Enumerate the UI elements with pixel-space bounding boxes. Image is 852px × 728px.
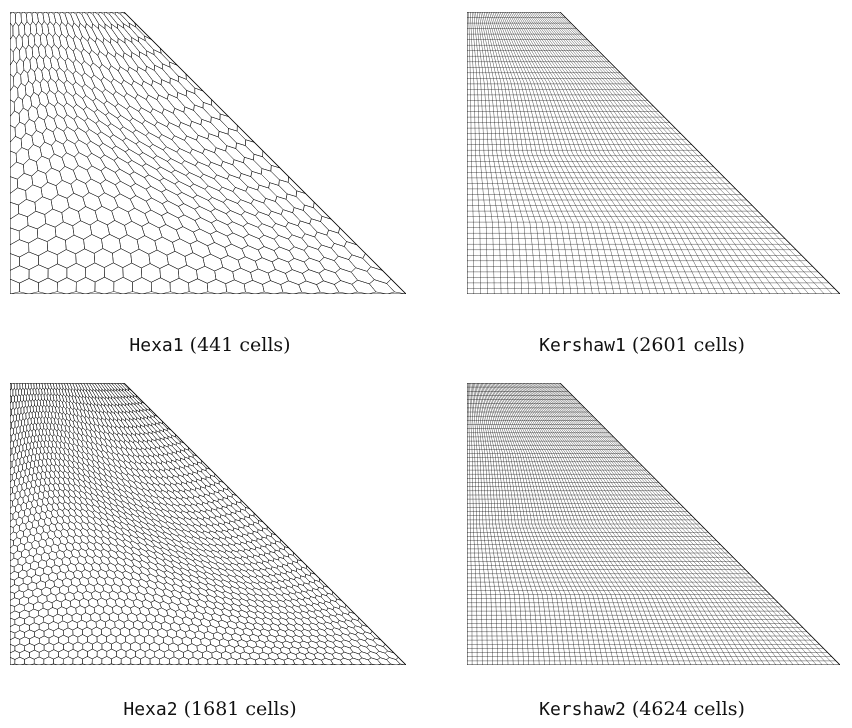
mesh-name: Kershaw2 [539,699,626,720]
mesh-kershaw2 [467,383,840,665]
kershaw-grid-lines [467,12,840,294]
caption-kershaw1: Kershaw1 (2601 cells) [432,334,852,356]
mesh-name: Hexa1 [129,335,184,356]
mesh-hexa2 [10,383,406,665]
mesh-hexa1 [10,12,406,294]
cell-count: (441 cells) [189,334,291,356]
kershaw-grid-lines [467,383,840,665]
cell-count: (4624 cells) [631,698,745,720]
caption-kershaw2: Kershaw2 (4624 cells) [432,698,852,720]
cell-count: (2601 cells) [631,334,745,356]
hexagonal-cells [10,383,406,665]
hexagonal-cells [10,12,406,294]
cell-count: (1681 cells) [183,698,297,720]
mesh-name: Kershaw1 [539,335,626,356]
mesh-name: Hexa2 [123,699,178,720]
mesh-kershaw1 [467,12,840,294]
domain-outline [10,383,406,665]
caption-hexa2: Hexa2 (1681 cells) [0,698,420,720]
domain-outline [10,12,406,294]
caption-hexa1: Hexa1 (441 cells) [0,334,420,356]
